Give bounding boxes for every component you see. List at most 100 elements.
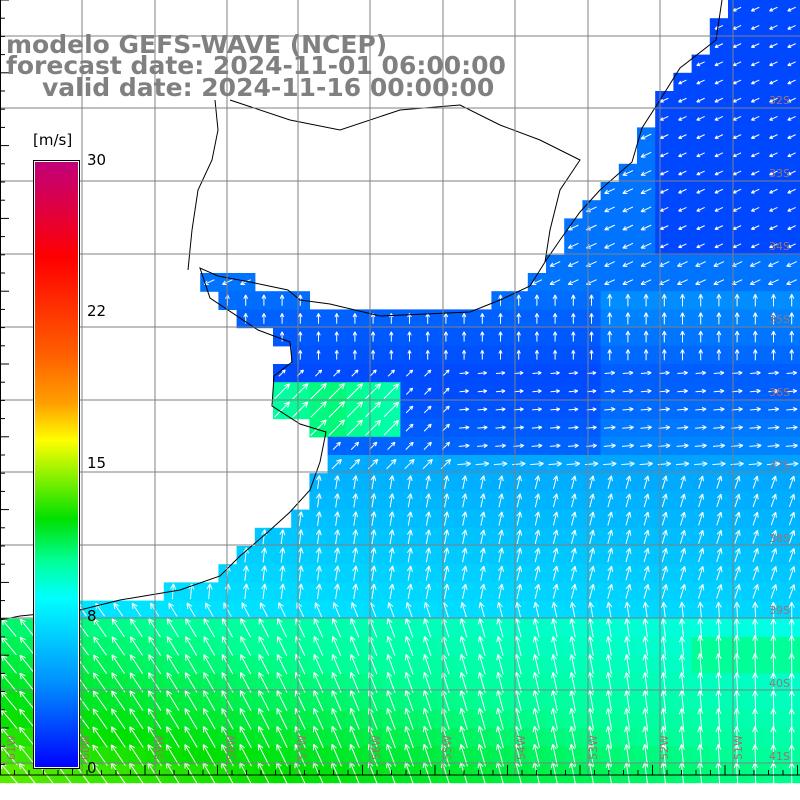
wind-arrow-icon [624, 654, 631, 675]
wind-arrow-icon [549, 443, 561, 449]
wind-arrow-icon [589, 547, 595, 563]
wind-arrow-icon [459, 425, 470, 430]
wind-arrow-icon [386, 689, 396, 712]
wind-arrow-icon [622, 206, 634, 213]
wind-arrow-icon [696, 61, 705, 67]
wind-arrow-icon [532, 690, 540, 712]
wind-arrow-icon [786, 425, 798, 430]
wind-arrow-icon [516, 529, 523, 544]
wind-arrow-icon [605, 618, 613, 638]
wind-arrow-icon [770, 708, 777, 730]
wind-arrow-icon [697, 708, 704, 730]
latitude-label: 39S [769, 604, 790, 617]
wind-arrow-icon [332, 441, 341, 450]
wind-arrow-icon [261, 565, 268, 581]
wind-arrow-icon [19, 690, 36, 711]
wind-arrow-icon [407, 349, 412, 360]
wind-arrow-icon [370, 547, 377, 563]
wind-arrow-icon [605, 690, 612, 712]
wind-arrow-icon [605, 726, 613, 748]
wind-arrow-icon [334, 349, 339, 360]
wind-arrow-icon [459, 689, 468, 712]
wind-arrow-icon [624, 672, 631, 693]
wind-arrow-icon [679, 584, 687, 599]
wind-arrow-icon [625, 547, 632, 563]
wind-arrow-icon [405, 405, 414, 414]
wind-arrow-icon [716, 312, 722, 325]
wind-arrow-icon [261, 529, 268, 545]
wind-arrow-icon [461, 547, 468, 563]
wind-arrow-icon [643, 565, 650, 581]
wind-arrow-icon [679, 636, 686, 656]
valid-date: valid date: 2024-11-16 00:00:00 [42, 73, 495, 102]
grid-labels: 61W 60W 59W 58W 57W 56W 55W 54W 53W 52W 51W 32S 33S 3… [5, 94, 790, 763]
wind-arrow-icon [788, 618, 795, 637]
wind-arrow-icon [442, 369, 450, 377]
wind-arrow-icon [203, 618, 215, 638]
wind-arrow-icon [477, 707, 486, 730]
wind-arrow-icon [589, 294, 594, 306]
wind-arrow-icon [678, 708, 686, 730]
wind-arrow-icon [18, 726, 36, 748]
wind-arrow-icon [552, 547, 559, 563]
wind-arrow-icon [680, 349, 685, 361]
wind-arrow-icon [696, 225, 705, 230]
wind-arrow-icon [604, 388, 616, 394]
wind-arrow-icon [714, 79, 724, 85]
wind-arrow-icon [659, 115, 669, 121]
wind-arrow-icon [679, 547, 686, 563]
wind-arrow-icon [604, 425, 616, 430]
wind-arrow-icon [769, 79, 778, 85]
wind-arrow-icon [550, 407, 561, 412]
wind-arrow-icon [625, 293, 631, 307]
wind-arrow-icon [298, 313, 303, 324]
wind-arrow-icon [352, 547, 359, 563]
wind-arrow-icon [352, 565, 359, 581]
longitude-label: 57W [296, 735, 309, 760]
wind-arrow-icon [349, 458, 361, 470]
wind-arrow-icon [770, 511, 777, 526]
wind-arrow-icon [461, 313, 467, 324]
wind-arrow-icon [749, 443, 762, 449]
wind-arrow-icon [714, 43, 724, 48]
wind-arrow-icon [383, 401, 400, 418]
wind-arrow-icon [768, 407, 780, 412]
wind-arrow-icon [697, 726, 704, 748]
wind-arrow-icon [405, 441, 414, 450]
wind-arrow-icon [752, 690, 759, 711]
wind-arrow-icon [733, 726, 740, 748]
wind-arrow-icon [716, 330, 722, 343]
wind-arrow-icon [640, 151, 652, 158]
wind-arrow-icon [788, 529, 796, 544]
wind-arrow-icon [371, 349, 376, 360]
wind-arrow-icon [496, 689, 504, 712]
wind-arrow-icon [661, 511, 668, 526]
wind-arrow-icon [750, 24, 760, 30]
wind-arrow-icon [459, 636, 468, 656]
wind-arrow-icon [643, 330, 649, 343]
wind-arrow-icon [386, 707, 396, 730]
wind-arrow-icon [659, 243, 669, 249]
wind-arrow-icon [789, 330, 795, 343]
wind-arrow-icon [443, 313, 449, 324]
wind-arrow-icon [696, 115, 705, 121]
wind-arrow-icon [768, 388, 779, 394]
wind-arrow-icon [715, 672, 722, 693]
wind-arrow-icon [443, 349, 448, 360]
wind-arrow-icon [498, 349, 503, 360]
wind-arrow-icon [457, 461, 471, 467]
wind-arrow-icon [695, 407, 707, 412]
wind-arrow-icon [331, 689, 342, 712]
wind-arrow-icon [552, 529, 559, 544]
wind-arrow-icon [642, 654, 649, 675]
wind-arrow-icon [733, 635, 740, 657]
wind-arrow-icon [716, 475, 723, 489]
wind-arrow-icon [110, 726, 126, 748]
wind-arrow-icon [733, 672, 740, 693]
wind-arrow-icon [334, 547, 341, 563]
wind-arrow-icon [350, 636, 360, 656]
wind-arrow-icon [383, 383, 400, 399]
wind-arrow-icon [389, 331, 394, 342]
wind-arrow-icon [679, 511, 686, 526]
wind-arrow-icon [770, 493, 777, 508]
